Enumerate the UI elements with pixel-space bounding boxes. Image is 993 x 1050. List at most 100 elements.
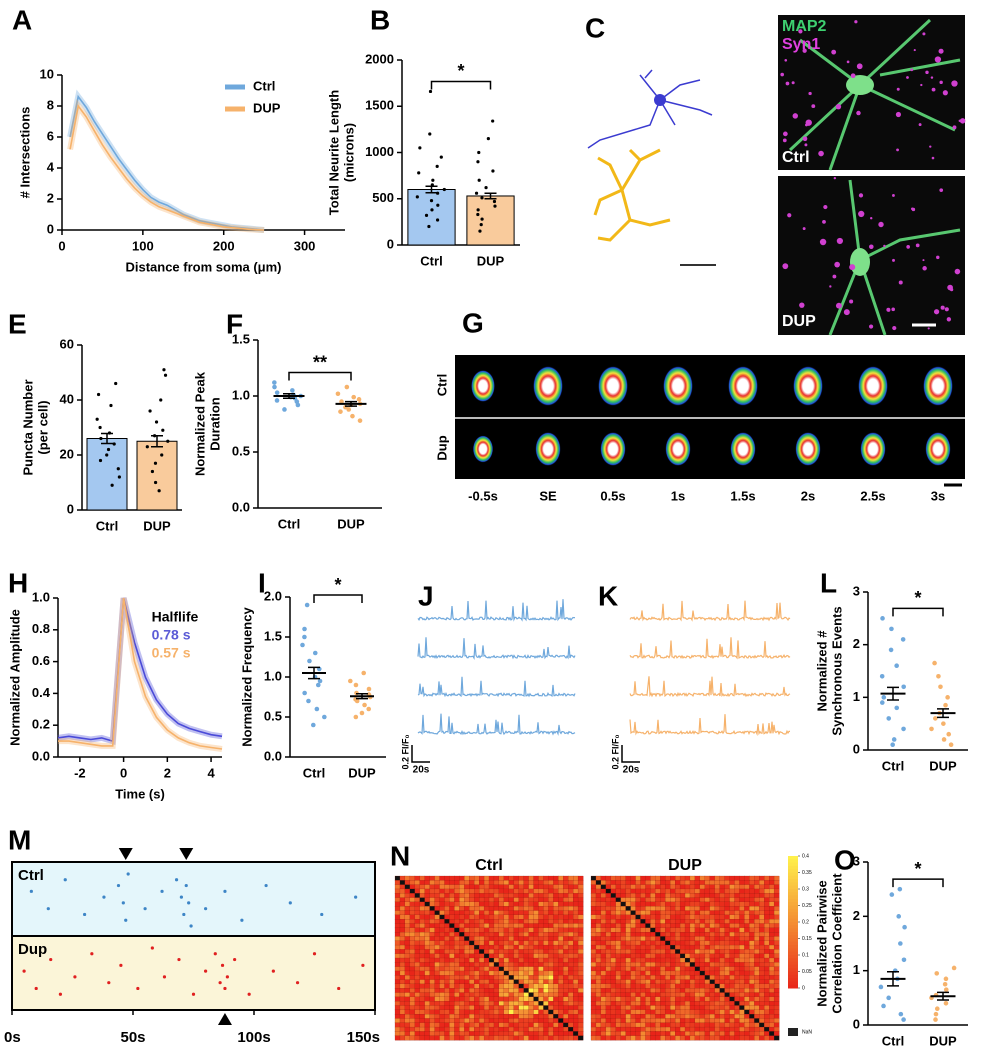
heatmap-cell (484, 906, 489, 911)
heatmap-cell (759, 919, 764, 924)
heatmap-cell (578, 923, 583, 928)
heatmap-cell (395, 928, 400, 933)
heatmap-cell (553, 932, 558, 937)
data-point (275, 398, 280, 403)
heatmap-cell (405, 975, 410, 980)
heatmap-cell (631, 949, 636, 954)
heatmap-cell (425, 962, 430, 967)
heatmap-cell (524, 885, 529, 890)
heatmap-cell (764, 971, 769, 976)
heatmap-cell (440, 997, 445, 1002)
heatmap-cell (440, 906, 445, 911)
heatmap-cell (715, 1014, 720, 1019)
heatmap-cell (499, 932, 504, 937)
heatmap-cell (440, 911, 445, 916)
data-point (945, 695, 950, 700)
heatmap-cell (606, 1005, 611, 1010)
heatmap-cell (754, 997, 759, 1002)
heatmap-cell (529, 1014, 534, 1019)
significance-label: * (914, 588, 921, 608)
heatmap-cell (774, 958, 779, 963)
heatmap-cell (415, 975, 420, 980)
heatmap-cell (430, 971, 435, 976)
heatmap-cell (440, 971, 445, 976)
heatmap-cell (660, 1036, 665, 1041)
heatmap-cell (616, 997, 621, 1002)
heatmap-cell (534, 898, 539, 903)
heatmap-cell (695, 997, 700, 1002)
heatmap-cell (459, 997, 464, 1002)
heatmap-cell (730, 915, 735, 920)
heatmap-cell (665, 945, 670, 950)
heatmap-cell (430, 923, 435, 928)
heatmap-cell (626, 993, 631, 998)
heatmap-cell (730, 911, 735, 916)
heatmap-cell (764, 993, 769, 998)
raster-label: Ctrl (18, 867, 44, 884)
heatmap-cell (690, 928, 695, 933)
heatmap-cell (749, 949, 754, 954)
heatmap-cell (395, 919, 400, 924)
heatmap-cell (400, 1027, 405, 1032)
heatmap-cell (474, 880, 479, 885)
heatmap-cell (690, 1031, 695, 1036)
heatmap-cell (744, 876, 749, 881)
heatmap-cell (494, 919, 499, 924)
heatmap-cell (425, 975, 430, 980)
heatmap-cell (695, 1023, 700, 1028)
heatmap-cell (449, 1018, 454, 1023)
heatmap-cell (769, 1014, 774, 1019)
heatmap-cell (645, 954, 650, 959)
heatmap-cell (710, 984, 715, 989)
heatmap-cell (543, 988, 548, 993)
heatmap-cell (479, 1031, 484, 1036)
heatmap-cell (425, 1023, 430, 1028)
heatmap-cell (774, 971, 779, 976)
heatmap-cell (685, 915, 690, 920)
heatmap-cell (524, 898, 529, 903)
heatmap-cell (670, 898, 675, 903)
heatmap-cell (606, 902, 611, 907)
heatmap-cell (400, 1031, 405, 1036)
heatmap-cell (514, 1014, 519, 1019)
colorbar-segment (788, 955, 798, 959)
data-point (302, 627, 307, 632)
heatmap-cell (568, 915, 573, 920)
heatmap-cell (665, 1010, 670, 1015)
heatmap-cell (415, 893, 420, 898)
raster-panel (12, 936, 375, 1010)
heatmap-cell (514, 1001, 519, 1006)
heatmap-cell (514, 893, 519, 898)
heatmap-cell (449, 980, 454, 985)
y-tick-label: 6 (47, 128, 54, 143)
heatmap-cell (601, 1036, 606, 1041)
heatmap-cell (680, 958, 685, 963)
heatmap-cell (636, 919, 641, 924)
heatmap-cell (499, 971, 504, 976)
heatmap-cell (621, 915, 626, 920)
heatmap-cell (720, 1023, 725, 1028)
heatmap-cell (715, 975, 720, 980)
heatmap-cell (420, 932, 425, 937)
heatmap-cell (519, 949, 524, 954)
heatmap-cell (596, 906, 601, 911)
heatmap-cell (690, 971, 695, 976)
heatmap-cell (415, 945, 420, 950)
heatmap-cell (558, 1018, 563, 1023)
heatmap-cell (568, 988, 573, 993)
heatmap-cell (749, 919, 754, 924)
heatmap-cell (730, 1014, 735, 1019)
heatmap-cell (680, 1031, 685, 1036)
heatmap-cell (573, 997, 578, 1002)
heatmap-cell (519, 962, 524, 967)
heatmap-cell (660, 975, 665, 980)
row-label: Dup (434, 435, 449, 460)
heatmap-cell (514, 945, 519, 950)
heatmap-cell (730, 936, 735, 941)
heatmap-cell (725, 958, 730, 963)
heatmap-cell (484, 923, 489, 928)
heatmap-cell (631, 984, 636, 989)
heatmap-cell (700, 876, 705, 881)
heatmap-cell (749, 980, 754, 985)
heatmap-cell (430, 902, 435, 907)
